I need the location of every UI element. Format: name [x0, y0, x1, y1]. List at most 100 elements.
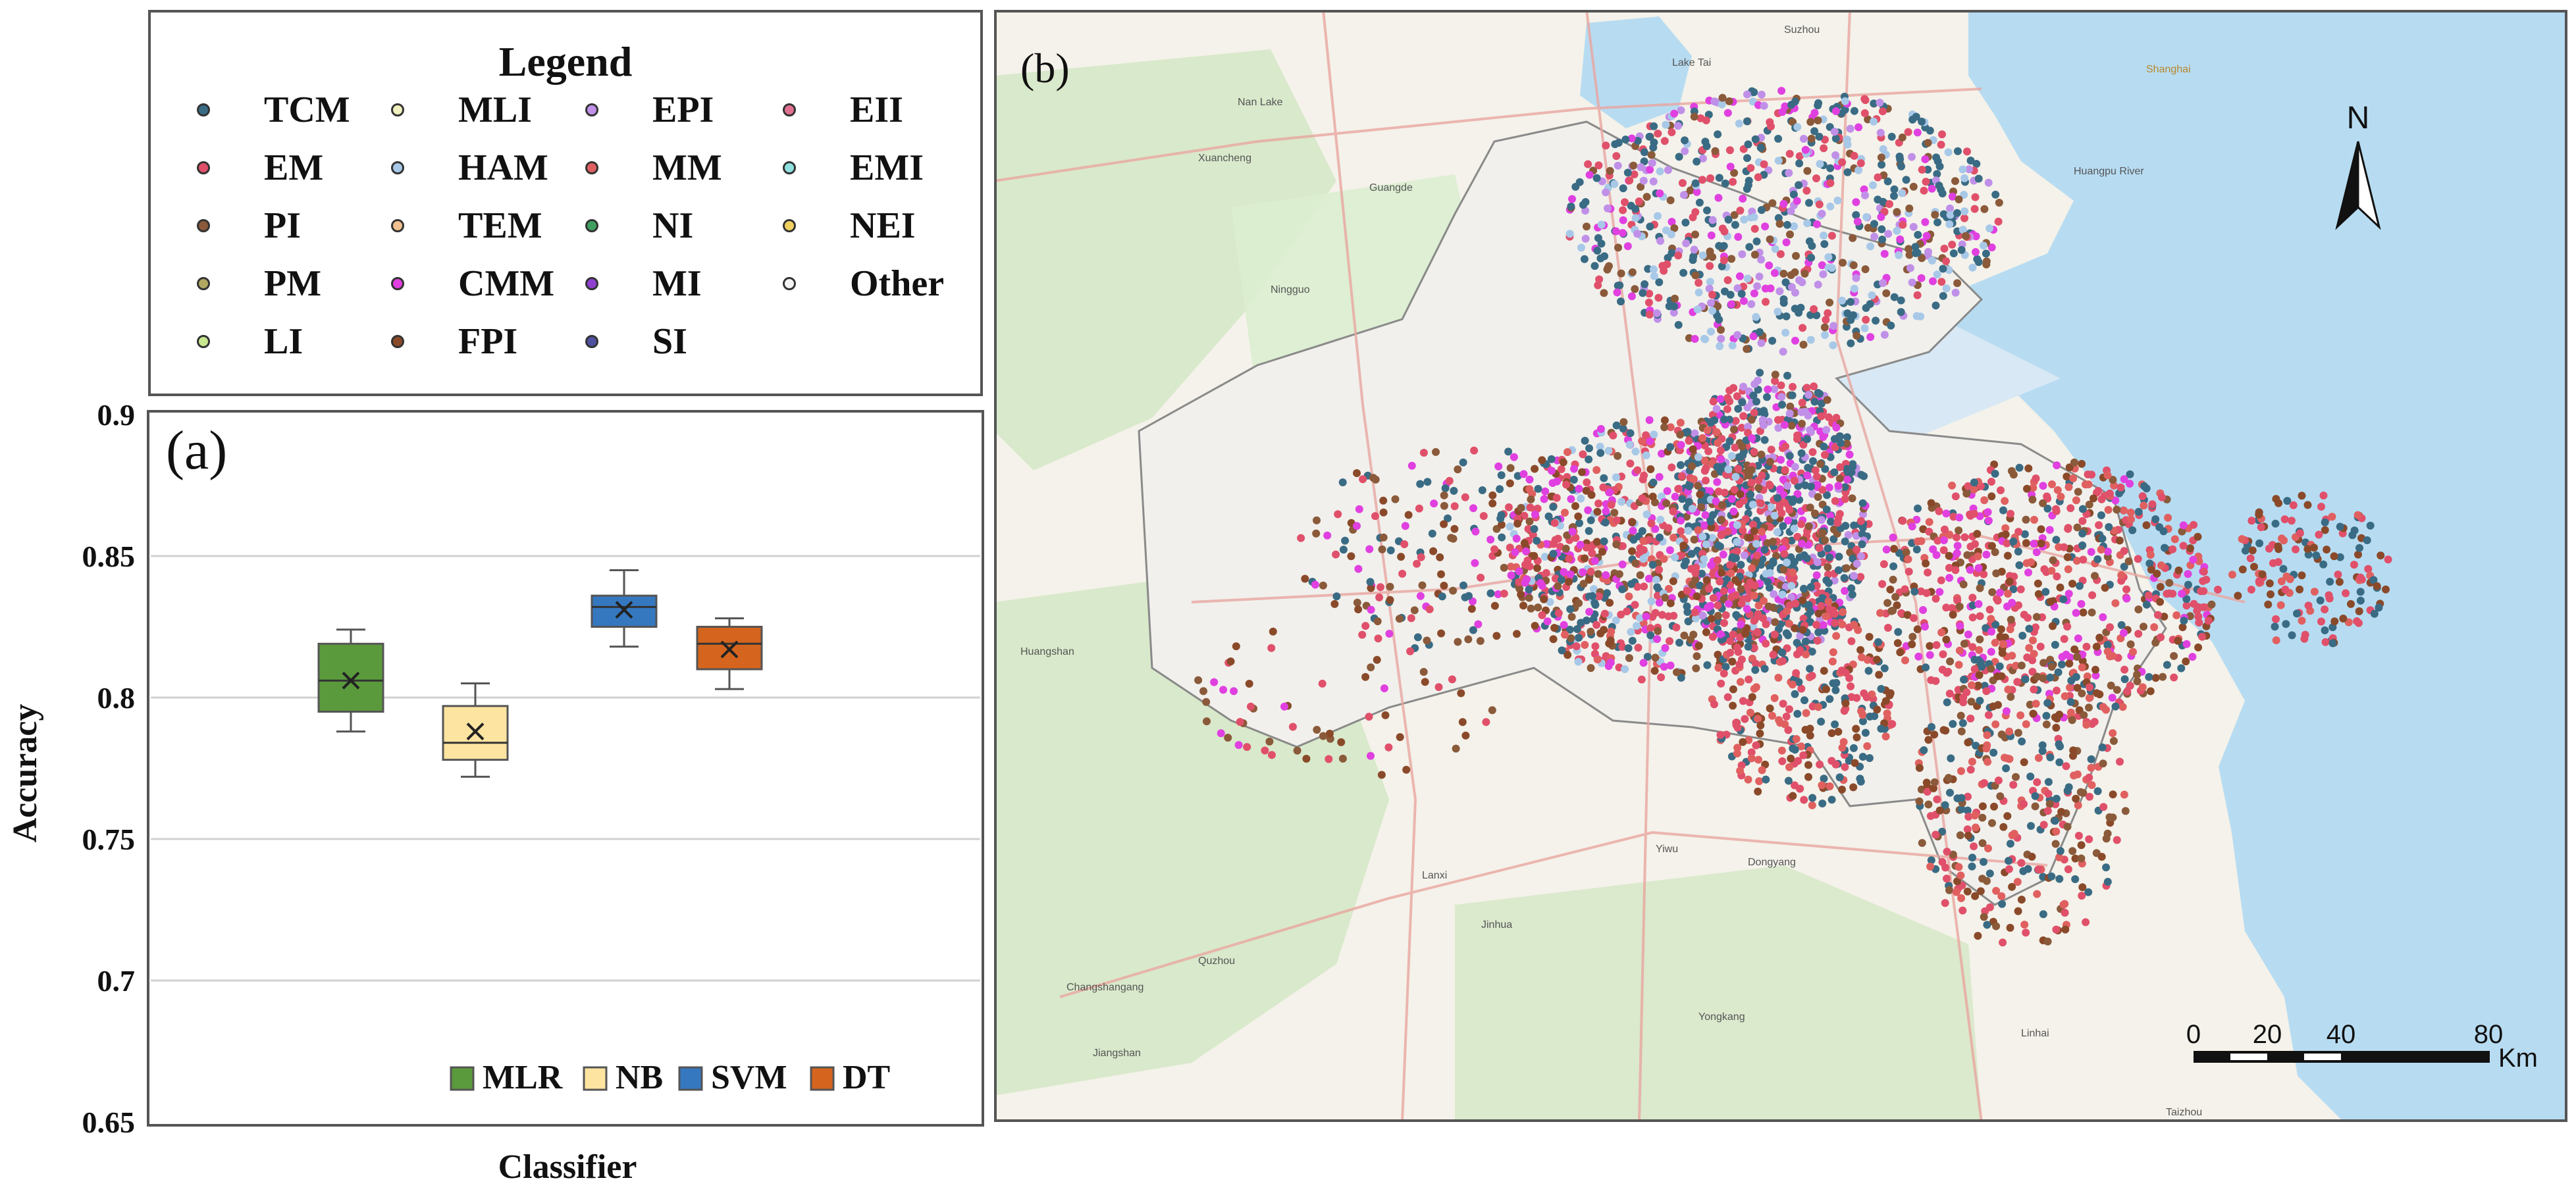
poi-point — [1918, 254, 1926, 263]
poi-point — [1750, 592, 1758, 600]
poi-point — [1801, 407, 1809, 416]
poi-point — [1650, 138, 1658, 147]
poi-point — [1932, 551, 1941, 559]
poi-point — [2092, 642, 2101, 651]
poi-point — [2097, 511, 2105, 519]
poi-point — [1769, 557, 1777, 565]
poi-point — [1718, 100, 1726, 109]
poi-point — [1583, 478, 1591, 486]
poi-point — [1824, 579, 1833, 587]
poi-point — [1760, 101, 1768, 110]
poi-point — [1817, 717, 1826, 726]
poi-point — [2145, 673, 2153, 681]
poi-point — [2178, 527, 2186, 536]
poi-point — [2280, 515, 2289, 524]
poi-point — [1808, 648, 1816, 656]
poi-point — [2146, 551, 2155, 559]
poi-point — [2155, 523, 2164, 531]
poi-point — [2315, 530, 2323, 539]
poi-point — [1902, 176, 1910, 184]
poi-point — [2255, 577, 2263, 586]
poi-point — [1870, 220, 1878, 228]
poi-point — [2074, 801, 2082, 809]
poi-point — [1688, 462, 1696, 471]
poi-point — [1874, 638, 1883, 646]
poi-point — [1558, 646, 1566, 655]
poi-point — [1831, 107, 1840, 115]
poi-point — [1941, 726, 1950, 735]
poi-point — [2003, 707, 2011, 715]
poi-point — [1740, 551, 1748, 559]
poi-point — [2182, 601, 2191, 610]
poi-point — [1679, 268, 1688, 277]
poi-point — [1577, 619, 1585, 627]
legend-marker — [391, 335, 404, 348]
poi-point — [1879, 279, 1887, 288]
poi-point — [1780, 420, 1789, 429]
poi-point — [1802, 709, 1810, 717]
poi-point — [1630, 170, 1639, 178]
poi-point — [2034, 590, 2043, 598]
poi-point — [1992, 569, 2001, 578]
poi-point — [1627, 580, 1635, 588]
poi-point — [2048, 480, 2056, 488]
poi-point — [1691, 335, 1699, 343]
poi-point — [2099, 613, 2107, 621]
poi-point — [1538, 611, 1546, 619]
poi-point — [2092, 689, 2101, 698]
poi-point — [1750, 224, 1759, 233]
poi-point — [2055, 875, 2064, 883]
poi-point — [2241, 546, 2249, 555]
poi-point — [1594, 234, 1602, 242]
poi-point — [1677, 527, 1685, 536]
poi-point — [2375, 603, 2383, 612]
poi-point — [1332, 550, 1340, 559]
poi-point — [2014, 548, 2022, 556]
poi-point — [1366, 578, 1375, 586]
poi-point — [2170, 651, 2178, 660]
poi-point — [2003, 539, 2011, 548]
poi-point — [1985, 224, 1994, 232]
poi-point — [1864, 667, 1873, 675]
poi-point — [2319, 492, 2328, 499]
poi-point — [1575, 634, 1583, 642]
poi-point — [1764, 602, 1773, 611]
poi-point — [1945, 551, 1953, 560]
poi-point — [1513, 519, 1522, 528]
poi-point — [1700, 521, 1709, 530]
poi-point — [1548, 467, 1556, 475]
poi-point — [1972, 248, 1980, 256]
poi-point — [1774, 214, 1783, 222]
poi-point — [1894, 628, 1903, 636]
poi-point — [1832, 632, 1841, 640]
poi-point — [1799, 626, 1807, 634]
poi-point — [1824, 563, 1832, 571]
poi-point — [1975, 671, 1984, 679]
poi-point — [1313, 726, 1321, 734]
poi-point — [1720, 669, 1728, 678]
poi-point — [1676, 430, 1685, 439]
poi-point — [1932, 830, 1940, 839]
poi-point — [1734, 233, 1743, 241]
poi-point — [2004, 590, 2012, 598]
poi-point — [1935, 588, 1944, 596]
poi-point — [2186, 612, 2194, 621]
poi-point — [1438, 592, 1446, 601]
poi-point — [1668, 249, 1676, 257]
poi-point — [1542, 569, 1550, 577]
poi-point — [2012, 661, 2020, 670]
poi-point — [2186, 544, 2194, 553]
poi-point — [1633, 582, 1642, 591]
poi-point — [1716, 446, 1725, 455]
poi-point — [1980, 913, 1988, 921]
poi-point — [2370, 609, 2379, 618]
poi-point — [1693, 188, 1701, 196]
poi-point — [2272, 615, 2280, 623]
poi-point — [1607, 501, 1616, 509]
poi-point — [1781, 328, 1790, 337]
poi-point — [1714, 541, 1722, 549]
poi-point — [1718, 515, 1726, 524]
poi-point — [1890, 185, 1899, 193]
poi-point — [1554, 582, 1562, 590]
poi-point — [2068, 847, 2077, 855]
